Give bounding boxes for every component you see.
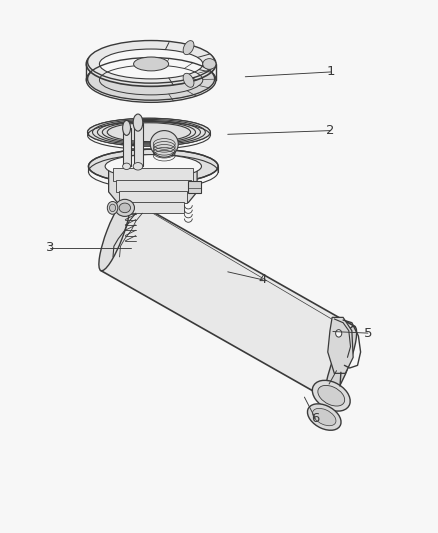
Ellipse shape xyxy=(110,204,116,212)
Text: 1: 1 xyxy=(326,66,335,78)
Ellipse shape xyxy=(88,149,218,183)
Ellipse shape xyxy=(88,118,210,146)
Ellipse shape xyxy=(86,42,216,86)
Polygon shape xyxy=(188,181,201,193)
Text: 2: 2 xyxy=(326,124,335,137)
Ellipse shape xyxy=(88,41,215,83)
Ellipse shape xyxy=(88,118,210,146)
Polygon shape xyxy=(116,180,191,192)
Ellipse shape xyxy=(99,49,203,79)
Ellipse shape xyxy=(105,155,201,178)
Text: 4: 4 xyxy=(258,273,267,286)
Text: 5: 5 xyxy=(364,327,372,340)
Ellipse shape xyxy=(134,57,169,71)
Ellipse shape xyxy=(119,203,131,213)
Polygon shape xyxy=(123,128,131,166)
Polygon shape xyxy=(134,123,143,166)
Ellipse shape xyxy=(183,41,194,55)
Ellipse shape xyxy=(307,404,341,430)
Ellipse shape xyxy=(313,408,336,426)
Ellipse shape xyxy=(115,199,134,216)
Ellipse shape xyxy=(203,59,216,69)
Ellipse shape xyxy=(88,58,215,100)
Ellipse shape xyxy=(150,131,178,157)
Text: 3: 3 xyxy=(46,241,55,254)
Polygon shape xyxy=(119,191,187,203)
Text: 6: 6 xyxy=(311,412,320,425)
Ellipse shape xyxy=(123,120,131,135)
Polygon shape xyxy=(101,198,355,399)
Ellipse shape xyxy=(336,329,342,337)
Ellipse shape xyxy=(183,73,194,87)
Polygon shape xyxy=(123,202,184,213)
Ellipse shape xyxy=(312,381,350,411)
Ellipse shape xyxy=(318,385,345,406)
Ellipse shape xyxy=(133,163,143,170)
Ellipse shape xyxy=(133,114,143,131)
Ellipse shape xyxy=(99,198,131,271)
Ellipse shape xyxy=(325,326,357,399)
Polygon shape xyxy=(113,168,193,181)
Ellipse shape xyxy=(123,163,131,169)
Ellipse shape xyxy=(107,201,118,214)
Polygon shape xyxy=(109,168,197,203)
Polygon shape xyxy=(328,317,353,373)
